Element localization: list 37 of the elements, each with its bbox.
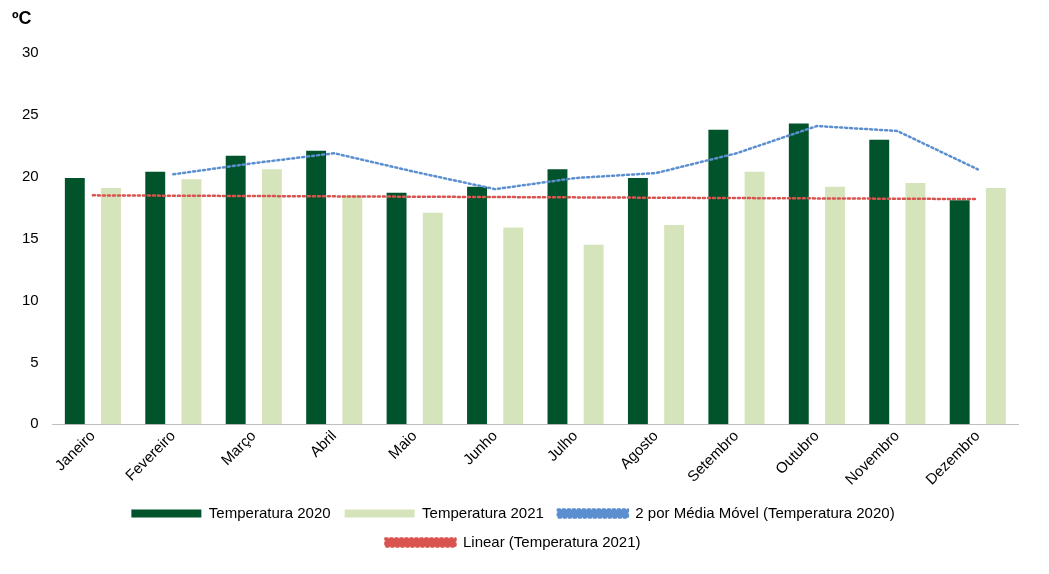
bar (744, 171, 765, 425)
bar (788, 123, 809, 425)
bar (181, 179, 202, 425)
bar (664, 225, 685, 425)
bar (467, 186, 487, 425)
bar (261, 169, 282, 425)
bar (64, 178, 85, 425)
bar (547, 169, 568, 425)
bar (985, 187, 1006, 425)
bar (905, 182, 926, 425)
y-tick-label: 15 (22, 228, 39, 246)
y-axis-title: ºC (11, 8, 33, 30)
bar (306, 150, 327, 425)
bar (422, 212, 443, 425)
y-tick-label: 25 (22, 105, 39, 123)
bar (825, 186, 845, 425)
bar (627, 178, 648, 425)
line-series (172, 124, 980, 191)
y-tick-label: 20 (22, 166, 39, 184)
bar (342, 195, 363, 425)
bar (386, 192, 407, 425)
legend-label: Temperatura 2021 (422, 503, 544, 521)
y-tick-label: 10 (22, 290, 39, 308)
bar (869, 139, 890, 425)
y-tick-label: 0 (30, 414, 39, 432)
legend-label: Linear (Temperatura 2021) (462, 532, 641, 550)
bar (949, 200, 970, 425)
legend-label: 2 por Média Móvel (Temperatura 2020) (635, 503, 895, 521)
bar (708, 129, 729, 425)
bar (503, 227, 524, 425)
bar (145, 171, 166, 425)
legend-label: Temperatura 2020 (208, 503, 331, 521)
bar (583, 244, 604, 425)
y-tick-label: 30 (22, 43, 39, 61)
bar (225, 155, 246, 425)
y-tick-label: 5 (30, 352, 39, 370)
bar (101, 187, 121, 425)
